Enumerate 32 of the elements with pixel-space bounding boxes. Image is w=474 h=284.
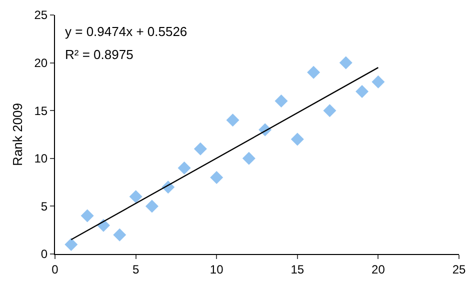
point xyxy=(194,142,207,156)
point xyxy=(356,84,369,98)
x-tick-label: 20 xyxy=(372,262,386,276)
point xyxy=(113,228,126,242)
x-tick-label: 25 xyxy=(452,262,466,276)
point xyxy=(226,114,240,127)
y-tick-label: 0 xyxy=(40,247,48,262)
y-tick-label: 20 xyxy=(34,56,48,70)
annotation: R² = 0.8975 xyxy=(65,47,134,62)
x-tick-label: 5 xyxy=(132,262,140,276)
y-tick-label: 25 xyxy=(34,8,48,22)
y-axis-title: Rank 2009 xyxy=(10,103,26,166)
x-tick-label: 15 xyxy=(290,262,304,276)
annotation: y = 0.9474x + 0.5526 xyxy=(65,24,188,39)
y-tick-label: 15 xyxy=(34,104,48,118)
y-tick-label: 10 xyxy=(34,152,48,166)
x-tick-label: 0 xyxy=(52,262,59,276)
x-tick-label: 10 xyxy=(210,262,224,276)
y-tick-label: 5 xyxy=(40,199,48,214)
point xyxy=(307,66,320,79)
point xyxy=(242,152,256,165)
point xyxy=(210,171,224,184)
point xyxy=(80,209,94,222)
point xyxy=(290,132,304,146)
point xyxy=(339,56,352,70)
point xyxy=(64,238,78,251)
point xyxy=(145,200,158,213)
point xyxy=(274,94,288,108)
point xyxy=(323,104,336,118)
point xyxy=(372,75,385,88)
point xyxy=(178,161,191,174)
point xyxy=(129,190,142,204)
